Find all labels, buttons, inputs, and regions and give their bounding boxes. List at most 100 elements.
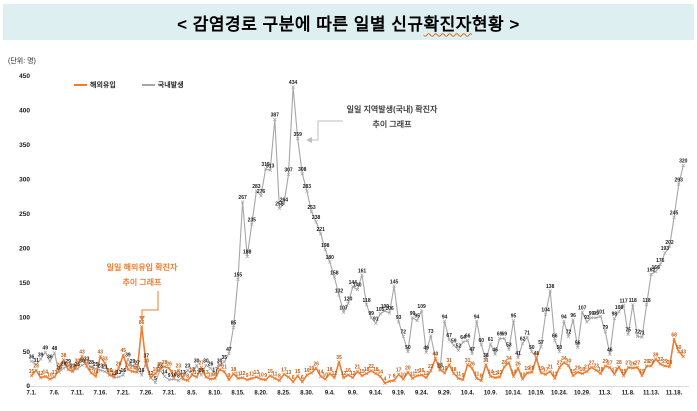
- svg-text:17: 17: [543, 368, 549, 374]
- svg-text:29: 29: [644, 359, 650, 365]
- svg-text:28: 28: [88, 360, 94, 366]
- svg-text:16: 16: [139, 368, 145, 374]
- svg-text:50: 50: [676, 345, 682, 351]
- svg-text:13: 13: [194, 370, 200, 376]
- domestic-annotation-arrow: [312, 120, 343, 141]
- svg-text:9.24.: 9.24.: [415, 391, 429, 397]
- svg-text:18: 18: [451, 367, 457, 373]
- svg-text:40: 40: [433, 352, 439, 358]
- svg-text:15: 15: [570, 369, 576, 375]
- svg-text:98: 98: [612, 312, 618, 318]
- svg-text:79: 79: [603, 325, 609, 331]
- svg-text:38: 38: [483, 353, 489, 359]
- svg-text:18: 18: [231, 367, 237, 373]
- svg-text:8.15.: 8.15.: [231, 391, 245, 397]
- svg-text:250: 250: [19, 211, 30, 218]
- svg-text:350: 350: [19, 142, 30, 149]
- svg-text:99: 99: [368, 311, 374, 317]
- annotation-domestic: 일일 지역발생(국내) 확진자 추이 그래프: [322, 102, 462, 132]
- svg-text:14: 14: [511, 370, 517, 376]
- legend-label-domestic: 국내발생: [157, 82, 184, 89]
- svg-text:10.14.: 10.14.: [505, 391, 522, 397]
- svg-text:235: 235: [248, 217, 257, 223]
- svg-text:36: 36: [29, 354, 35, 360]
- svg-text:18: 18: [598, 367, 604, 373]
- svg-text:19: 19: [88, 366, 94, 372]
- svg-text:10: 10: [171, 372, 177, 378]
- svg-text:7: 7: [388, 374, 391, 380]
- svg-text:20: 20: [56, 365, 62, 371]
- svg-text:11: 11: [212, 372, 218, 378]
- svg-text:62: 62: [520, 337, 526, 343]
- svg-text:40: 40: [433, 352, 439, 358]
- svg-text:40: 40: [534, 352, 540, 358]
- svg-text:27: 27: [589, 361, 595, 367]
- svg-text:132: 132: [335, 288, 344, 294]
- svg-text:30: 30: [217, 359, 223, 365]
- svg-text:320: 320: [679, 159, 688, 165]
- svg-text:7.26.: 7.26.: [140, 391, 154, 397]
- svg-text:9.19.: 9.19.: [392, 391, 406, 397]
- svg-text:13: 13: [52, 370, 58, 376]
- svg-text:118: 118: [363, 298, 371, 304]
- svg-text:33: 33: [102, 357, 108, 363]
- svg-text:69: 69: [502, 332, 508, 338]
- svg-text:14: 14: [43, 370, 49, 376]
- svg-text:202: 202: [665, 240, 674, 246]
- svg-text:17: 17: [396, 368, 402, 374]
- svg-text:68: 68: [671, 332, 677, 338]
- svg-text:23: 23: [176, 363, 182, 369]
- svg-text:107: 107: [578, 306, 587, 312]
- svg-text:10.19.: 10.19.: [528, 391, 545, 397]
- svg-text:15: 15: [29, 369, 35, 375]
- svg-text:161: 161: [358, 268, 367, 274]
- svg-text:450: 450: [19, 73, 30, 80]
- svg-text:93: 93: [584, 315, 590, 321]
- svg-text:34: 34: [506, 356, 512, 362]
- svg-text:28: 28: [162, 360, 168, 366]
- svg-text:25: 25: [157, 362, 163, 368]
- svg-text:94: 94: [474, 314, 480, 320]
- svg-text:15: 15: [295, 369, 301, 375]
- y-axis-labels: 0 50 100 150 200 250 300 350 400 450: [19, 73, 30, 390]
- svg-text:105: 105: [376, 307, 385, 313]
- svg-text:144: 144: [349, 280, 358, 286]
- svg-text:23: 23: [70, 363, 76, 369]
- svg-text:99: 99: [589, 311, 595, 317]
- svg-text:108: 108: [615, 305, 624, 311]
- svg-text:29: 29: [84, 359, 90, 365]
- svg-text:26: 26: [515, 361, 521, 367]
- svg-text:35: 35: [336, 355, 342, 361]
- svg-text:10: 10: [180, 372, 186, 378]
- svg-text:300: 300: [19, 177, 30, 184]
- svg-text:14: 14: [318, 370, 324, 376]
- svg-text:17: 17: [189, 368, 195, 374]
- svg-text:16: 16: [107, 368, 113, 374]
- svg-text:95: 95: [511, 314, 517, 320]
- svg-text:47: 47: [469, 347, 475, 353]
- svg-text:33: 33: [84, 357, 90, 363]
- svg-text:56: 56: [575, 341, 581, 347]
- svg-text:71: 71: [524, 330, 530, 336]
- svg-text:8: 8: [278, 374, 281, 380]
- svg-text:35: 35: [222, 355, 228, 361]
- svg-text:307: 307: [284, 168, 293, 174]
- svg-text:11: 11: [235, 372, 241, 378]
- svg-text:29: 29: [130, 359, 136, 365]
- chart-title-highlight: 확진자: [423, 14, 472, 34]
- svg-text:24: 24: [56, 363, 62, 369]
- svg-text:20: 20: [575, 365, 581, 371]
- legend-item-imported: 해외유입: [74, 80, 116, 90]
- svg-text:9.29.: 9.29.: [438, 391, 452, 397]
- svg-text:93: 93: [396, 315, 402, 321]
- chart-title-pre: < 감염경로 구분에 따른 일별 신규: [177, 14, 424, 34]
- svg-text:31: 31: [483, 358, 489, 364]
- svg-text:45: 45: [121, 348, 127, 354]
- svg-text:15: 15: [359, 369, 365, 375]
- svg-text:23: 23: [157, 363, 163, 369]
- svg-text:94: 94: [561, 314, 567, 320]
- svg-text:53: 53: [506, 343, 512, 349]
- svg-text:8.10.: 8.10.: [208, 391, 222, 397]
- svg-text:13: 13: [203, 370, 209, 376]
- svg-text:29: 29: [662, 359, 668, 365]
